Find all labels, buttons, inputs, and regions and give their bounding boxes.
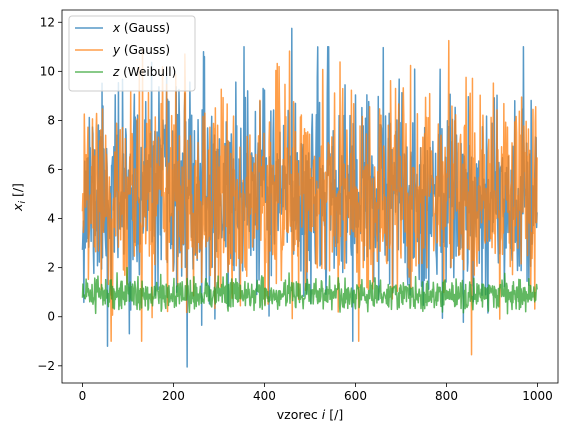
y-tick-label: 2: [47, 261, 55, 275]
legend-label-z: z (Weibull): [112, 65, 176, 79]
x-axis-label: vzorec i [/]: [277, 407, 343, 422]
x-axis: 0 200 400 600 800 1000: [79, 383, 553, 403]
x-tick-label: 200: [162, 389, 185, 403]
legend-label-x: x (Gauss): [112, 21, 170, 35]
y-tick-label: 4: [47, 212, 55, 226]
y-tick-label: 6: [47, 163, 55, 177]
y-tick-label: 10: [40, 64, 55, 78]
x-tick-label: 0: [79, 389, 87, 403]
y-axis: −2 0 2 4 6 8 10 12: [37, 15, 62, 373]
legend-label-y: y (Gauss): [112, 43, 170, 57]
y-tick-label: 0: [47, 310, 55, 324]
x-tick-label: 400: [253, 389, 276, 403]
plot-frame: [61, 9, 559, 384]
x-tick-label: 600: [344, 389, 367, 403]
x-tick-label: 1000: [522, 389, 553, 403]
y-tick-label: 8: [47, 113, 55, 127]
legend: x (Gauss) y (Gauss) z (Weibull): [68, 15, 196, 92]
y-tick-label: −2: [37, 359, 55, 373]
series-layer: [81, 27, 538, 368]
y-tick-label: 12: [40, 15, 55, 29]
series-line-y: [81, 39, 538, 356]
y-axis-label: xi [/]: [10, 183, 28, 212]
x-tick-label: 800: [435, 389, 458, 403]
series-line-z: [81, 266, 538, 315]
